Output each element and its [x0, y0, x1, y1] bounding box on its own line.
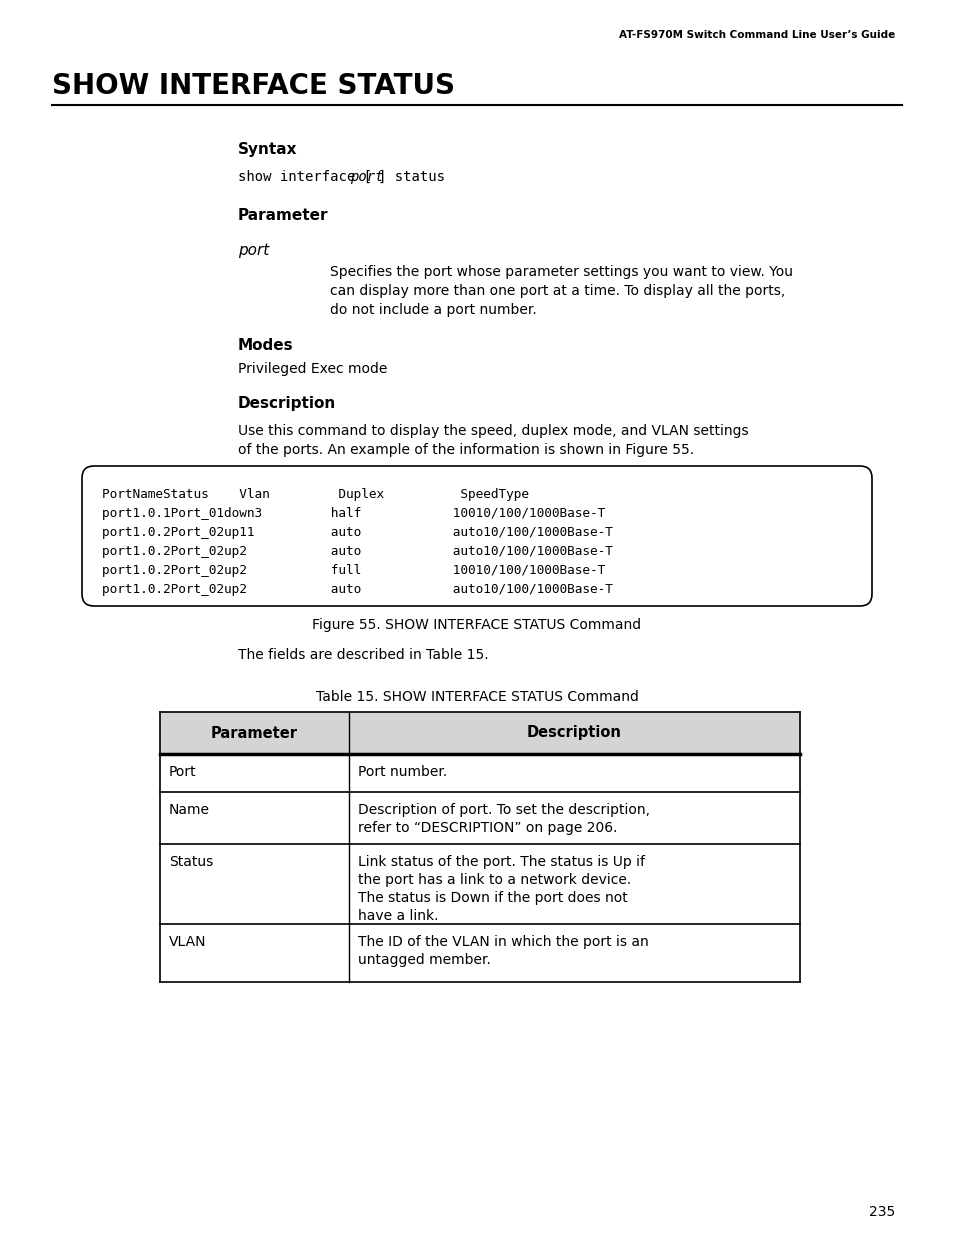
- Text: do not include a port number.: do not include a port number.: [330, 303, 537, 317]
- Text: Description of port. To set the description,: Description of port. To set the descript…: [357, 803, 649, 818]
- Text: port1.0.2Port_02up2           auto            auto10/100/1000Base-T: port1.0.2Port_02up2 auto auto10/100/1000…: [102, 583, 612, 597]
- Text: Figure 55. SHOW INTERFACE STATUS Command: Figure 55. SHOW INTERFACE STATUS Command: [313, 618, 640, 632]
- Text: Port number.: Port number.: [357, 764, 447, 779]
- Text: Description: Description: [237, 396, 335, 411]
- Text: have a link.: have a link.: [357, 909, 437, 923]
- Text: ] status: ] status: [377, 170, 444, 184]
- Text: show interface [: show interface [: [237, 170, 372, 184]
- Text: port1.0.2Port_02up11          auto            auto10/100/1000Base-T: port1.0.2Port_02up11 auto auto10/100/100…: [102, 526, 612, 538]
- Text: SHOW INTERFACE STATUS: SHOW INTERFACE STATUS: [52, 72, 455, 100]
- Text: Privileged Exec mode: Privileged Exec mode: [237, 362, 387, 375]
- Bar: [160, 713, 800, 755]
- Text: port1.0.1Port_01down3         half            10010/100/1000Base-T: port1.0.1Port_01down3 half 10010/100/100…: [102, 508, 604, 520]
- Text: untagged member.: untagged member.: [357, 953, 490, 967]
- Text: PortNameStatus    Vlan         Duplex          SpeedType: PortNameStatus Vlan Duplex SpeedType: [102, 488, 529, 501]
- Text: Parameter: Parameter: [211, 725, 297, 741]
- Text: refer to “DESCRIPTION” on page 206.: refer to “DESCRIPTION” on page 206.: [357, 821, 617, 835]
- Text: Parameter: Parameter: [237, 207, 328, 224]
- Text: Description: Description: [526, 725, 621, 741]
- Text: Port: Port: [169, 764, 196, 779]
- Text: 235: 235: [868, 1205, 894, 1219]
- Text: port1.0.2Port_02up2           full            10010/100/1000Base-T: port1.0.2Port_02up2 full 10010/100/1000B…: [102, 564, 604, 577]
- Text: Table 15. SHOW INTERFACE STATUS Command: Table 15. SHOW INTERFACE STATUS Command: [315, 690, 638, 704]
- Text: Link status of the port. The status is Up if: Link status of the port. The status is U…: [357, 855, 644, 869]
- Text: The status is Down if the port does not: The status is Down if the port does not: [357, 890, 627, 905]
- Text: Name: Name: [169, 803, 210, 818]
- Text: the port has a link to a network device.: the port has a link to a network device.: [357, 873, 630, 887]
- Text: Use this command to display the speed, duplex mode, and VLAN settings: Use this command to display the speed, d…: [237, 424, 748, 438]
- Text: The fields are described in Table 15.: The fields are described in Table 15.: [237, 648, 488, 662]
- Text: Status: Status: [169, 855, 213, 869]
- Text: Modes: Modes: [237, 338, 294, 353]
- Text: of the ports. An example of the information is shown in Figure 55.: of the ports. An example of the informat…: [237, 443, 694, 457]
- Text: AT-FS970M Switch Command Line User’s Guide: AT-FS970M Switch Command Line User’s Gui…: [618, 30, 894, 40]
- Text: port1.0.2Port_02up2           auto            auto10/100/1000Base-T: port1.0.2Port_02up2 auto auto10/100/1000…: [102, 545, 612, 558]
- FancyBboxPatch shape: [82, 466, 871, 606]
- Text: Syntax: Syntax: [237, 142, 297, 157]
- Text: port: port: [237, 243, 269, 258]
- Text: port: port: [350, 170, 383, 184]
- Text: The ID of the VLAN in which the port is an: The ID of the VLAN in which the port is …: [357, 935, 648, 948]
- Text: VLAN: VLAN: [169, 935, 206, 948]
- Text: Specifies the port whose parameter settings you want to view. You: Specifies the port whose parameter setti…: [330, 266, 792, 279]
- Text: can display more than one port at a time. To display all the ports,: can display more than one port at a time…: [330, 284, 784, 298]
